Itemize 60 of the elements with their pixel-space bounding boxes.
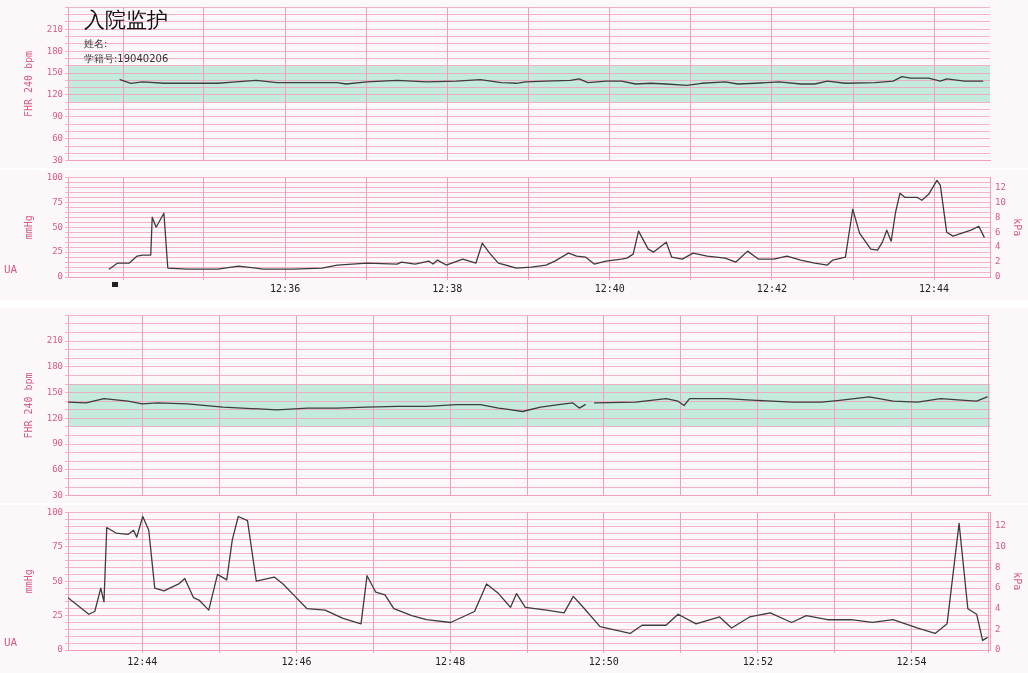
y-tick-label: 90: [52, 111, 63, 122]
y-tick-label: 30: [52, 154, 63, 165]
y-tick-label: 25: [52, 609, 63, 620]
x-tick-label: 12:48: [435, 655, 466, 667]
y2-tick-label: 10: [995, 196, 1006, 207]
y-tick-label: 0: [57, 644, 63, 655]
x-tick-label: 12:38: [432, 282, 463, 294]
y2-axis-title: kPa: [1012, 572, 1024, 591]
y-tick-label: 210: [46, 335, 63, 346]
chart-title: 入院监护: [84, 8, 168, 33]
text: UA: [4, 263, 18, 277]
y-tick-label: 0: [57, 271, 63, 282]
x-tick-label: 12:44: [127, 655, 158, 667]
y-tick-label: 75: [52, 541, 63, 552]
y-tick-label: 120: [46, 412, 63, 423]
y-tick-label: 60: [52, 464, 63, 475]
y-axis-title: mmHg: [22, 215, 34, 240]
y-tick-label: 30: [52, 489, 63, 500]
y-tick-label: 210: [46, 23, 63, 34]
y-tick-label: 180: [46, 45, 63, 56]
y2-tick-label: 2: [995, 623, 1001, 634]
y-tick-label: 90: [52, 438, 63, 449]
x-tick-label: 12:52: [742, 655, 773, 667]
y2-tick-label: 0: [995, 271, 1001, 282]
y2-tick-label: 6: [995, 226, 1001, 237]
y-tick-label: 25: [52, 246, 63, 257]
y-tick-label: 60: [52, 133, 63, 144]
y-tick-label: 50: [52, 575, 63, 586]
annotation: 学籍号:19040206: [84, 53, 169, 66]
y-tick-label: 100: [46, 506, 63, 517]
x-tick-label: 12:46: [281, 655, 312, 667]
y-tick-label: 150: [46, 386, 63, 397]
y-axis-title: FHR 240 bpm: [22, 50, 34, 118]
y2-tick-label: 10: [995, 541, 1006, 552]
x-tick-label: 12:42: [756, 282, 787, 294]
y-tick-label: 100: [46, 171, 63, 182]
y2-tick-label: 8: [995, 561, 1001, 572]
x-tick-label: 12:54: [896, 655, 927, 667]
y-axis-title: FHR 240 bpm: [22, 372, 34, 439]
y2-tick-label: 12: [995, 520, 1006, 531]
y2-tick-label: 6: [995, 582, 1001, 593]
y2-tick-label: 0: [995, 644, 1001, 655]
y2-tick-label: 4: [995, 241, 1001, 252]
x-tick-label: 12:50: [588, 655, 619, 667]
y2-tick-label: 12: [995, 181, 1006, 192]
y-tick-label: 150: [46, 67, 63, 78]
x-tick-label: 12:40: [594, 282, 625, 294]
y-tick-label: 50: [52, 221, 63, 232]
y-tick-label: 75: [52, 196, 63, 207]
x-tick-label: 12:36: [270, 282, 301, 294]
y2-tick-label: 4: [995, 603, 1001, 614]
y2-tick-label: 8: [995, 211, 1001, 222]
annotation: 姓名:: [84, 38, 108, 51]
x-tick-label: 12:44: [918, 282, 950, 294]
text: UA: [4, 636, 18, 650]
y-axis-title: mmHg: [22, 569, 34, 594]
y-tick-label: 120: [46, 89, 63, 100]
y2-tick-label: 2: [995, 256, 1001, 267]
y2-axis-title: kPa: [1012, 218, 1024, 237]
y-tick-label: 180: [46, 361, 63, 372]
